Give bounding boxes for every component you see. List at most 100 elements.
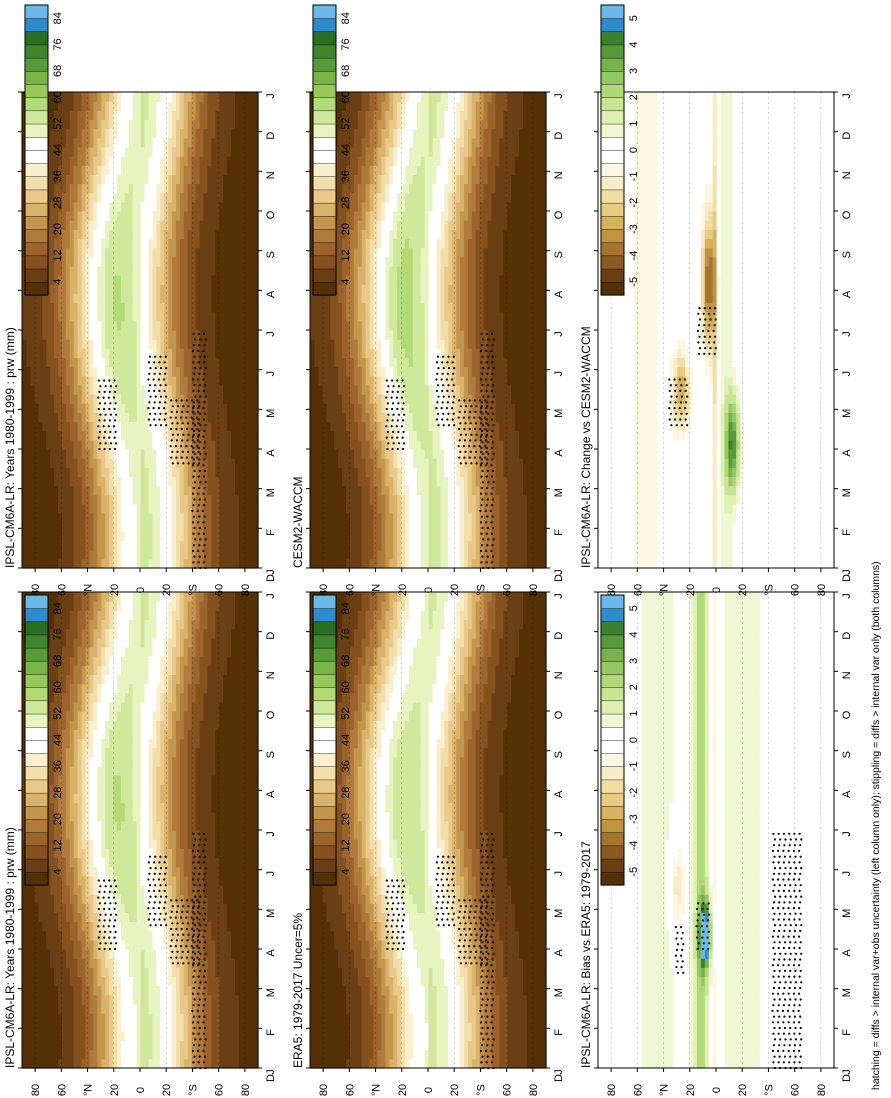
heat-cell xyxy=(124,439,129,450)
stipple-dot xyxy=(113,907,116,911)
heat-cell xyxy=(53,765,58,776)
heat-cell xyxy=(234,619,239,630)
heat-cell xyxy=(128,811,133,822)
heat-cell xyxy=(22,1058,27,1069)
stipple-dot xyxy=(196,899,199,902)
heat-cell xyxy=(33,939,39,950)
heat-cell xyxy=(242,985,247,996)
heat-cell xyxy=(88,692,94,703)
heat-cell xyxy=(128,765,133,776)
heat-cell xyxy=(132,628,137,639)
heat-cell xyxy=(147,784,153,794)
heat-cell xyxy=(222,1040,228,1051)
heat-cell xyxy=(84,811,90,822)
heat-cell xyxy=(25,412,31,423)
heat-cell xyxy=(210,384,216,395)
heat-cell xyxy=(218,967,224,978)
heat-cell xyxy=(132,1022,137,1032)
heat-cell xyxy=(77,692,82,703)
heat-cell xyxy=(151,674,157,685)
heat-cell xyxy=(108,1013,114,1023)
heat-cell xyxy=(77,756,82,767)
heat-cell xyxy=(112,522,117,532)
heat-cell xyxy=(246,476,251,487)
heat-cell xyxy=(25,375,31,386)
heat-cell xyxy=(230,394,235,404)
heat-cell xyxy=(171,994,176,1005)
heat-cell xyxy=(179,339,184,349)
heat-cell xyxy=(175,439,180,450)
heat-cell xyxy=(147,494,153,505)
heat-cell xyxy=(96,503,102,514)
heat-cell xyxy=(214,720,220,730)
heat-cell xyxy=(33,439,39,450)
heat-cell xyxy=(124,592,129,602)
colorbar-swatch xyxy=(24,713,49,728)
heat-cell xyxy=(29,549,35,560)
heat-cell xyxy=(183,394,188,404)
heat-cell xyxy=(96,711,102,721)
heat-cell xyxy=(183,857,188,868)
heat-cell xyxy=(163,531,169,542)
heat-cell xyxy=(191,1013,196,1023)
heat-cell xyxy=(45,894,51,904)
heat-cell xyxy=(104,628,110,639)
heat-cell xyxy=(124,421,129,432)
heat-cell xyxy=(167,866,173,877)
heat-cell xyxy=(214,967,220,978)
heat-cell xyxy=(159,412,165,423)
heat-cell xyxy=(53,522,58,532)
heat-cell xyxy=(140,756,145,767)
heat-cell xyxy=(88,683,94,694)
heat-cell xyxy=(171,775,176,785)
heat-cell xyxy=(242,930,247,941)
heat-cell xyxy=(120,958,125,968)
heat-cell xyxy=(242,912,247,923)
heat-cell xyxy=(254,458,259,468)
heat-cell xyxy=(41,1003,47,1014)
heat-cell xyxy=(81,930,86,941)
heat-cell xyxy=(230,610,235,621)
heat-cell xyxy=(29,1003,35,1014)
heat-cell xyxy=(191,348,196,359)
heat-cell xyxy=(163,549,169,560)
heat-cell xyxy=(254,921,259,932)
stipple-dot xyxy=(191,849,195,853)
heat-cell xyxy=(73,903,78,913)
heat-cell xyxy=(206,540,212,551)
stipple-dot xyxy=(153,861,156,864)
stipple-dot xyxy=(192,844,196,847)
heat-cell xyxy=(81,665,86,675)
heat-cell xyxy=(242,513,247,523)
heat-cell xyxy=(250,494,255,505)
heat-cell xyxy=(195,439,200,450)
heat-cell xyxy=(222,619,228,630)
heat-cell xyxy=(187,1031,192,1042)
heat-cell xyxy=(242,784,247,794)
heat-cell xyxy=(140,656,145,666)
heat-cell xyxy=(57,348,62,359)
heat-cell xyxy=(147,976,153,987)
heat-cell xyxy=(246,412,251,423)
heat-cell xyxy=(108,476,114,487)
heat-cell xyxy=(132,967,137,978)
heat-cell xyxy=(124,619,129,630)
heat-cell xyxy=(120,403,125,413)
stipple-dot xyxy=(175,939,179,942)
heat-cell xyxy=(61,476,66,487)
heat-cell xyxy=(33,930,39,941)
heat-cell xyxy=(254,985,259,996)
heat-cell xyxy=(112,738,117,749)
heat-cell xyxy=(214,494,220,505)
stipple-dot xyxy=(195,916,198,919)
heat-cell xyxy=(104,394,110,404)
heat-cell xyxy=(242,1022,247,1032)
stipple-dot xyxy=(103,890,106,894)
stipple-dot xyxy=(197,832,200,835)
heat-cell xyxy=(120,775,125,785)
heat-cell xyxy=(61,857,66,868)
heat-cell xyxy=(92,375,98,386)
heat-cell xyxy=(49,921,55,932)
heat-cell xyxy=(206,949,212,959)
heat-cell xyxy=(116,994,121,1005)
